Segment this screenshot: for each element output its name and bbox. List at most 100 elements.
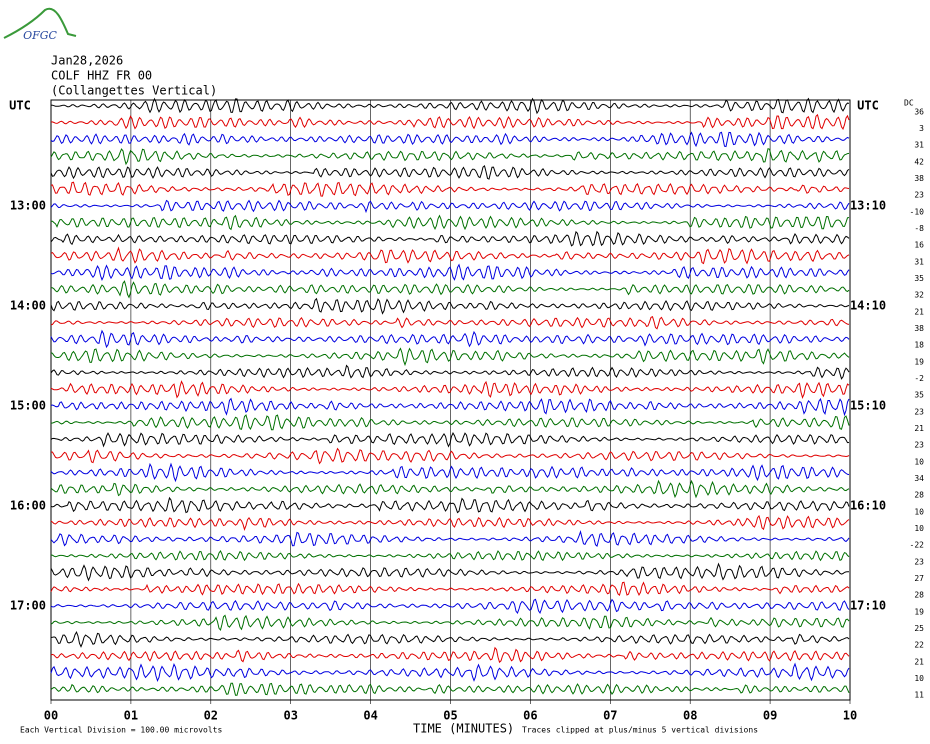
trace: [50, 581, 850, 596]
dc-value: -22: [910, 541, 925, 550]
trace: [50, 447, 850, 465]
trace: [50, 113, 850, 130]
footer-clip: Traces clipped at plus/minus 5 vertical …: [522, 726, 758, 735]
right-time-label: 15:10: [850, 398, 886, 412]
dc-value: -8: [914, 224, 924, 233]
trace: [50, 380, 850, 399]
trace: [50, 297, 850, 315]
trace: [50, 347, 850, 367]
header-location: (Collangettes Vertical): [51, 84, 217, 98]
trace: [50, 165, 850, 180]
left-time-label: 17:00: [10, 598, 46, 612]
trace: [50, 662, 850, 682]
trace: [51, 280, 850, 299]
dc-value: 11: [914, 691, 924, 700]
dc-value: 3: [919, 124, 924, 133]
dc-value: 10: [914, 457, 924, 466]
dc-value: 34: [914, 474, 924, 483]
trace: [50, 230, 850, 247]
trace: [50, 131, 850, 148]
dc-value: 23: [914, 191, 924, 200]
dc-value: 42: [914, 157, 924, 166]
dc-label: DC: [904, 99, 914, 108]
logo-curve: [3, 7, 77, 39]
trace: [50, 414, 850, 431]
x-tick-label: 05: [443, 709, 457, 723]
dc-value: 28: [914, 591, 924, 600]
trace: [50, 646, 850, 664]
left-time-label: 15:00: [10, 398, 46, 412]
dc-value: 23: [914, 557, 924, 566]
trace: [50, 397, 850, 417]
trace: [50, 514, 850, 531]
header-date: Jan28,2026: [51, 54, 123, 68]
x-tick-label: 00: [44, 709, 58, 723]
trace: [50, 199, 850, 214]
dc-value: 10: [914, 674, 924, 683]
dc-value: 21: [914, 657, 924, 666]
dc-value: 36: [914, 107, 924, 116]
trace: [50, 630, 850, 648]
right-time-label: 13:10: [850, 198, 886, 212]
dc-value: 31: [914, 257, 924, 266]
right-time-label: 17:10: [850, 598, 886, 612]
dc-value: 35: [914, 391, 924, 400]
trace: [50, 496, 850, 514]
dc-value: 22: [914, 641, 924, 650]
x-tick-label: 02: [204, 709, 218, 723]
dc-value: 35: [914, 274, 924, 283]
trace: [50, 462, 850, 483]
trace: [50, 364, 850, 380]
trace: [50, 148, 850, 166]
trace: [50, 562, 849, 582]
dc-value: 31: [914, 141, 924, 150]
trace: [50, 598, 850, 614]
x-axis-title: TIME (MINUTES): [413, 722, 514, 736]
right-time-label: UTC: [857, 98, 879, 112]
dc-value: 18: [914, 341, 924, 350]
dc-value: -10: [910, 207, 925, 216]
trace: [50, 529, 850, 548]
x-tick-label: 03: [283, 709, 297, 723]
right-time-label: 16:10: [850, 498, 886, 512]
footer-scale: Each Vertical Division = 100.00 microvol…: [20, 726, 222, 735]
x-tick-label: 09: [763, 709, 777, 723]
trace: [50, 479, 850, 499]
dc-value: 10: [914, 507, 924, 516]
x-tick-label: 07: [603, 709, 617, 723]
x-tick-label: 04: [363, 709, 377, 723]
dc-value: 10: [914, 524, 924, 533]
dc-value: 27: [914, 574, 924, 583]
dc-value: 21: [914, 307, 924, 316]
left-time-label: 13:00: [10, 198, 46, 212]
x-tick-label: 01: [124, 709, 138, 723]
trace: [50, 181, 850, 197]
dc-value: 19: [914, 357, 924, 366]
trace: [50, 97, 850, 115]
dc-value: 28: [914, 491, 924, 500]
x-tick-label: 08: [683, 709, 697, 723]
trace: [50, 550, 850, 562]
dc-value: 23: [914, 441, 924, 450]
trace: [51, 214, 850, 231]
right-time-label: 14:10: [850, 298, 886, 312]
dc-value: 16: [914, 241, 924, 250]
logo-text: OFGC: [23, 29, 57, 42]
trace: [50, 614, 850, 632]
header-station: COLF HHZ FR 00: [51, 69, 152, 83]
trace: [50, 316, 850, 330]
trace: [50, 263, 850, 281]
dc-value: 21: [914, 424, 924, 433]
trace: [50, 682, 850, 696]
dc-value: 25: [914, 624, 924, 633]
left-time-label: 14:00: [10, 298, 46, 312]
x-tick-label: 06: [523, 709, 537, 723]
x-tick-label: 10: [843, 709, 857, 723]
trace: [50, 432, 850, 448]
dc-value: 38: [914, 324, 924, 333]
dc-value: -2: [914, 374, 924, 383]
dc-value: 38: [914, 174, 924, 183]
dc-value: 32: [914, 291, 924, 300]
